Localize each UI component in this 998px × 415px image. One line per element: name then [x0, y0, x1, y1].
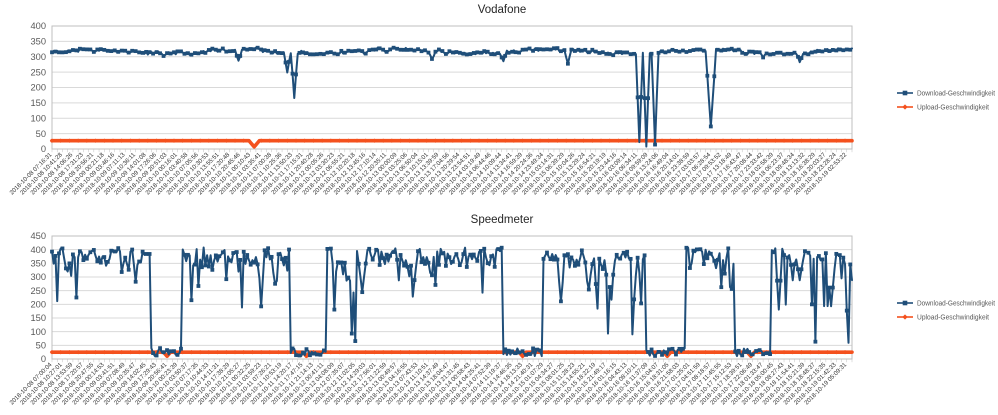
svg-text:350: 350 — [30, 259, 46, 269]
svg-text:150: 150 — [30, 313, 46, 323]
svg-text:0: 0 — [41, 354, 46, 364]
svg-text:300: 300 — [30, 272, 46, 282]
svg-text:Upload-Geschwindigkeit: Upload-Geschwindigkeit — [917, 315, 989, 322]
svg-text:400: 400 — [30, 245, 46, 255]
svg-text:100: 100 — [30, 327, 46, 337]
svg-text:50: 50 — [36, 341, 46, 351]
svg-text:0: 0 — [41, 144, 46, 154]
svg-text:Download-Geschwindigkeit: Download-Geschwindigkeit — [917, 301, 995, 308]
svg-text:450: 450 — [30, 231, 46, 241]
svg-text:400: 400 — [30, 21, 46, 31]
svg-text:250: 250 — [30, 286, 46, 296]
svg-text:Speedmeter: Speedmeter — [471, 214, 534, 226]
svg-text:300: 300 — [30, 52, 46, 62]
svg-text:150: 150 — [30, 98, 46, 108]
svg-text:200: 200 — [30, 300, 46, 310]
svg-text:Upload-Geschwindigkeit: Upload-Geschwindigkeit — [917, 105, 989, 112]
svg-text:350: 350 — [30, 37, 46, 47]
svg-text:Vodafone: Vodafone — [478, 4, 527, 16]
svg-text:200: 200 — [30, 83, 46, 93]
svg-text:50: 50 — [36, 129, 46, 139]
svg-text:250: 250 — [30, 67, 46, 77]
svg-text:100: 100 — [30, 113, 46, 123]
svg-text:Download-Geschwindigkeit: Download-Geschwindigkeit — [917, 91, 995, 98]
